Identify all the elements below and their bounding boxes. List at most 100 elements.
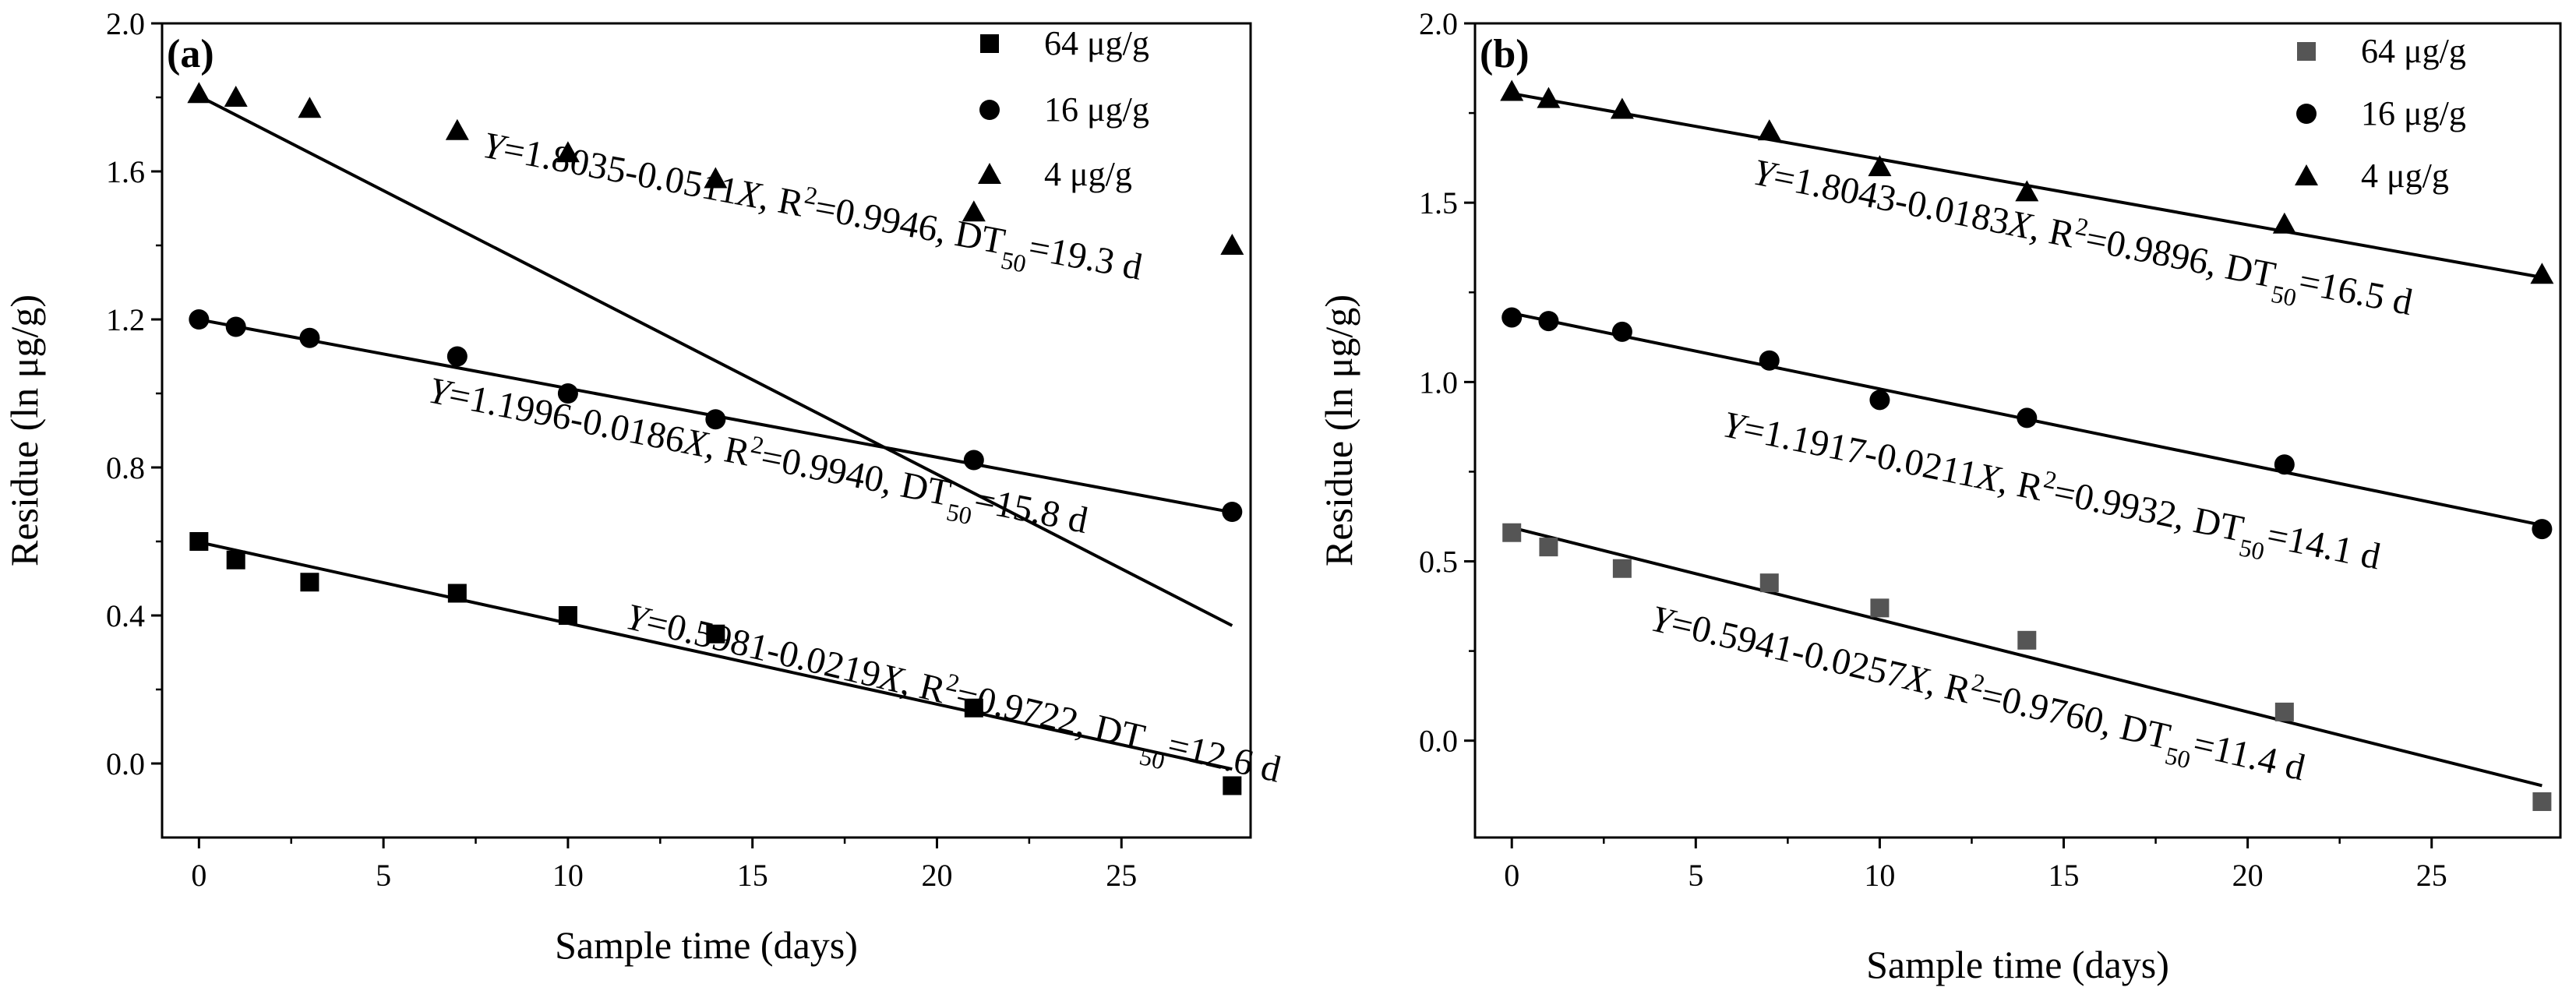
y-tick-label: 2.0	[106, 6, 145, 41]
data-point-triangle	[224, 86, 248, 107]
data-point-square	[706, 624, 725, 644]
data-point-circle	[225, 316, 246, 337]
data-point-circle	[1869, 390, 1890, 411]
data-point-circle	[1501, 307, 1523, 328]
legend-label: 4 μg/g	[1044, 155, 1132, 193]
y-tick-label: 1.0	[1419, 365, 1458, 400]
data-point-square	[1502, 523, 1522, 542]
eq-dt-value: =15.8 d	[971, 478, 1092, 541]
x-tick-label: 0	[1504, 858, 1519, 893]
data-point-square	[964, 698, 983, 718]
chart-panel-a: 0 5 10 15 20 25 0.0 0.4 0.8 1.2 1.6 2.0 Sample time …	[2, 6, 1286, 967]
eq-dt-sub: 50	[2269, 280, 2299, 312]
fit-equation: Y=1.8035-0.0511X, R2=0.9946, DT50=19.3 d	[478, 121, 1146, 299]
eq-r: , R	[898, 661, 950, 711]
x-tick-label: 15	[2048, 858, 2080, 893]
data-point-circle	[189, 309, 210, 330]
fit-line	[198, 94, 1233, 627]
eq-dt-value: =16.5 d	[2295, 260, 2416, 323]
eq-dt-sub: 50	[1137, 742, 1167, 774]
eq-coeffs: =1.8035-0.0511	[500, 129, 742, 213]
legend-entry: 64 μg/g	[980, 24, 1149, 62]
data-point-square	[1223, 776, 1242, 795]
data-point-circle	[2017, 407, 2038, 428]
eq-r-sup: 2	[803, 181, 820, 210]
data-point-square	[189, 532, 209, 551]
data-point-triangle	[2015, 180, 2039, 202]
y-tick-label: 0.8	[106, 450, 145, 485]
eq-r-sup: 2	[2041, 464, 2059, 494]
data-point-square	[1612, 559, 1632, 578]
fit-equation: Y=1.8043-0.0183X, R2=0.9896, DT50=16.5 d	[1748, 148, 2417, 334]
y-axis-title: Residue (ln μg/g)	[1317, 294, 1360, 566]
eq-dt-sub: 50	[2162, 741, 2193, 774]
eq-coeffs: =1.1917-0.0211	[1740, 407, 1981, 495]
plot-frame	[161, 22, 1252, 839]
data-point-triangle	[1757, 119, 1781, 141]
series-circle: Y=1.1996-0.0186X, R2=0.9940, DT50=15.8 d	[189, 309, 1243, 541]
data-point-triangle	[2295, 164, 2318, 185]
legend-label: 64 μg/g	[2361, 32, 2466, 70]
y-tick-label: 0.4	[106, 598, 145, 633]
data-point-circle	[1611, 321, 1632, 342]
data-point-circle	[446, 346, 468, 367]
data-point-circle	[2532, 519, 2553, 540]
fit-equation: Y=0.5981-0.0219X, R2=0.9722, DT50=12.6 d	[619, 592, 1286, 801]
y-tick-label: 1.2	[106, 302, 145, 337]
legend-entry: 16 μg/g	[979, 90, 1149, 129]
legend-label: 64 μg/g	[1044, 24, 1149, 62]
data-point-triangle	[1610, 97, 1634, 119]
x-tick-label: 10	[552, 858, 584, 893]
chart-panel-b: 0 5 10 15 20 25 0.0 0.5 1.0 1.5 2.0 Sample time (da…	[1317, 6, 2562, 986]
data-point-square	[1759, 573, 1779, 593]
fit-line	[198, 540, 1233, 771]
x-tick-label: 15	[737, 858, 768, 893]
plot-frame	[1473, 22, 2562, 839]
data-point-triangle	[556, 141, 580, 163]
data-point-triangle	[1220, 234, 1244, 255]
y-axis-title: Residue (ln μg/g)	[2, 294, 46, 566]
legend-entry: 4 μg/g	[978, 155, 1132, 193]
eq-dt-sub: 50	[999, 245, 1029, 277]
data-point-triangle	[704, 167, 728, 189]
data-point-triangle	[445, 118, 469, 140]
legend-label: 16 μg/g	[1044, 90, 1149, 129]
eq-r2-dt: =0.9946, DT	[812, 186, 1009, 263]
data-point-square	[300, 573, 319, 592]
eq-dt-value: =14.1 d	[2264, 514, 2384, 577]
data-point-triangle	[962, 200, 986, 222]
data-point-triangle	[187, 82, 211, 104]
x-tick-label: 20	[2232, 858, 2264, 893]
data-point-circle	[979, 100, 1000, 120]
eq-r: , R	[757, 176, 807, 224]
fit-equation: Y=1.1917-0.0211X, R2=0.9932, DT50=14.1 d	[1717, 400, 2385, 588]
data-point-triangle	[1537, 86, 1561, 108]
eq-dt-sub: 50	[944, 498, 974, 531]
x-tick-label: 25	[1106, 858, 1137, 893]
eq-r2-dt: =0.9896, DT	[2082, 218, 2279, 296]
x-tick-label: 10	[1864, 858, 1895, 893]
data-point-circle	[1538, 311, 1559, 332]
y-tick-label: 0.0	[106, 746, 145, 781]
x-tick-label: 5	[376, 858, 391, 893]
data-point-square	[2017, 630, 2037, 650]
data-point-circle	[2296, 104, 2317, 124]
data-point-square	[2274, 702, 2294, 721]
eq-dt-value: =19.3 d	[1025, 227, 1145, 288]
panel-label: (b)	[1480, 32, 1530, 76]
y-tick-label: 0.5	[1419, 545, 1458, 580]
x-tick-label: 5	[1688, 858, 1703, 893]
y-tick-label: 1.6	[106, 154, 145, 189]
data-point-circle	[963, 450, 984, 471]
eq-coeffs: =0.5981-0.0219	[642, 601, 884, 696]
legend-label: 16 μg/g	[2361, 94, 2466, 132]
eq-r2-dt: =0.9940, DT	[757, 436, 955, 514]
data-point-triangle	[978, 163, 1001, 184]
y-tick-label: 1.5	[1419, 185, 1458, 220]
series-square: Y=0.5981-0.0219X, R2=0.9722, DT50=12.6 d	[189, 532, 1286, 801]
y-tick-label: 0.0	[1419, 724, 1458, 759]
series-circle: Y=1.1917-0.0211X, R2=0.9932, DT50=14.1 d	[1501, 307, 2553, 588]
legend-label: 4 μg/g	[2361, 157, 2449, 195]
fit-equation: Y=0.5941-0.0257X, R2=0.9760, DT50=11.4 d	[1645, 594, 2310, 799]
eq-r: , R	[1996, 460, 2046, 509]
